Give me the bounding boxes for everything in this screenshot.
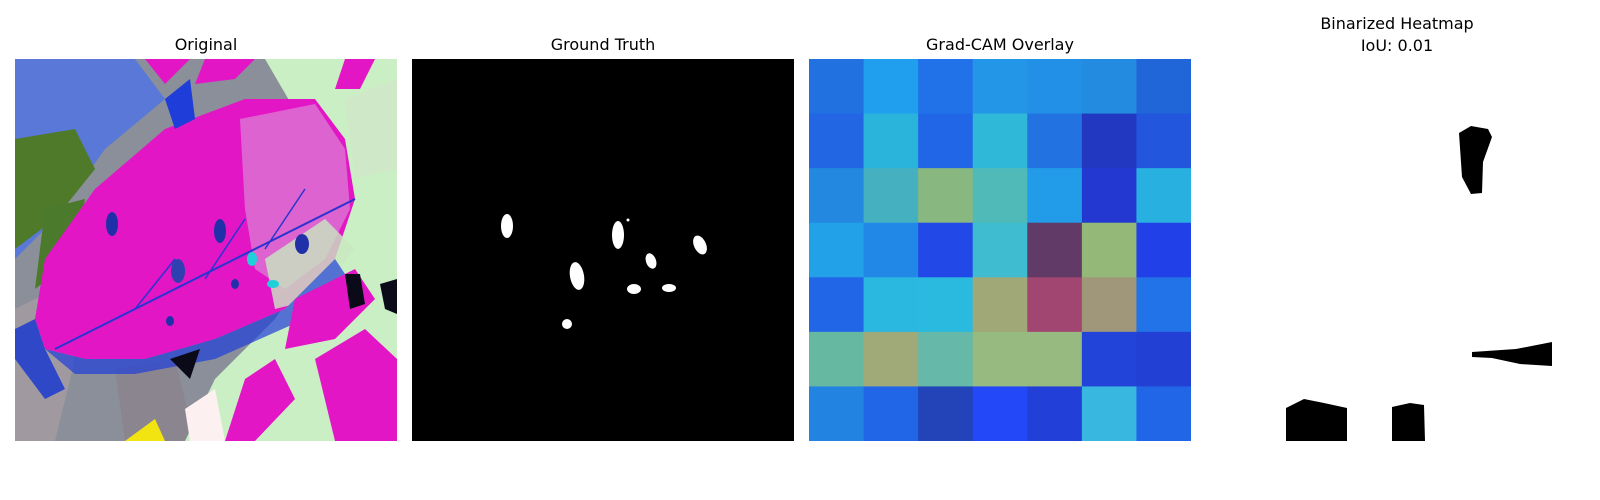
overlay-cell <box>1027 113 1083 169</box>
overlay-cell <box>972 168 1028 224</box>
overlay-cell <box>809 59 865 115</box>
overlay-cell <box>863 277 919 333</box>
overlay-cell <box>863 168 919 224</box>
overlay-cell <box>1136 222 1191 278</box>
panel-title-binarized-heatmap: Binarized Heatmap <box>1320 14 1474 33</box>
panel-gradcam-overlay: Grad-CAM Overlay <box>809 0 1191 500</box>
gradcam-overlay-image <box>809 59 1191 441</box>
overlay-cell <box>1027 59 1083 115</box>
overlay-cell <box>1027 277 1083 333</box>
panel-original: Original <box>15 0 397 500</box>
overlay-cell <box>1136 113 1191 169</box>
overlay-cell <box>809 168 865 224</box>
overlay-cell <box>972 113 1028 169</box>
overlay-cell <box>918 386 974 441</box>
overlay-cell <box>809 222 865 278</box>
overlay-cell <box>972 277 1028 333</box>
overlay-cell <box>972 331 1028 388</box>
panel-title-ground-truth: Ground Truth <box>550 35 656 54</box>
overlay-cell <box>1081 331 1138 388</box>
overlay-cell <box>863 59 919 115</box>
panel-title-gradcam-overlay: Grad-CAM Overlay <box>926 35 1074 54</box>
binarized-heatmap-image <box>1206 59 1588 441</box>
overlay-cell <box>1081 113 1138 169</box>
overlay-cell <box>1136 277 1191 333</box>
overlay-cell <box>1136 59 1191 115</box>
overlay-cell <box>918 222 974 278</box>
ground-truth-mask <box>412 59 794 441</box>
overlay-cell <box>918 277 974 333</box>
overlay-cell <box>863 113 919 169</box>
overlay-cell <box>918 59 974 115</box>
overlay-cell <box>1081 222 1138 278</box>
overlay-cell <box>1027 331 1083 388</box>
overlay-cell <box>1136 168 1191 224</box>
overlay-cell <box>972 222 1028 278</box>
overlay-cell <box>918 168 974 224</box>
overlay-cell <box>972 386 1028 441</box>
iou-score-label: IoU: 0.01 <box>1360 36 1434 55</box>
overlay-cell <box>1136 386 1191 441</box>
overlay-cell <box>1081 168 1138 224</box>
overlay-cell <box>809 331 865 388</box>
overlay-cell <box>1027 168 1083 224</box>
overlay-cell <box>1081 59 1138 115</box>
overlay-cell <box>809 113 865 169</box>
overlay-cell <box>863 222 919 278</box>
overlay-cell <box>972 59 1028 115</box>
panel-ground-truth: Ground Truth <box>412 0 794 500</box>
overlay-cell <box>1081 386 1138 441</box>
original-image <box>15 59 397 441</box>
overlay-cell <box>1136 331 1191 388</box>
panel-title-original: Original <box>174 35 238 54</box>
overlay-cell <box>1081 277 1138 333</box>
overlay-cell <box>809 386 865 441</box>
overlay-cell <box>863 386 919 441</box>
overlay-cell <box>1027 386 1083 441</box>
overlay-cell <box>918 331 974 388</box>
overlay-cell <box>918 113 974 169</box>
overlay-cell <box>1027 222 1083 278</box>
overlay-cell <box>809 277 865 333</box>
overlay-cell <box>863 331 919 388</box>
panel-binarized-heatmap: Binarized Heatmap IoU: 0.01 <box>1206 0 1588 500</box>
